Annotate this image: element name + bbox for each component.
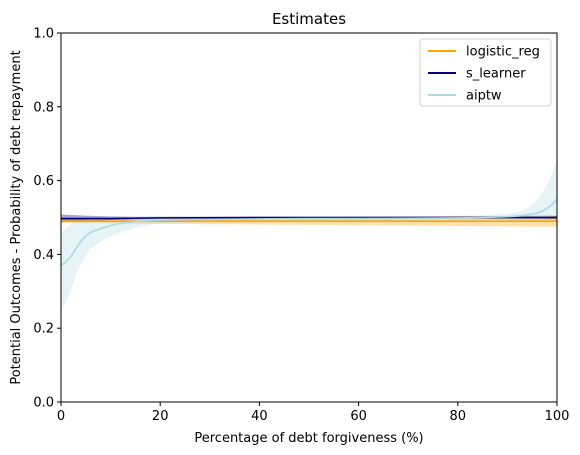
y-tick-label: 0.2 [33, 322, 54, 337]
confidence-bands [61, 158, 557, 310]
series-lines [60, 198, 558, 267]
x-axis-label: Percentage of debt forgiveness (%) [194, 431, 423, 446]
line-aiptw [60, 198, 558, 267]
y-tick-label: 0.0 [33, 396, 54, 411]
legend-label-s_learner: s_learner [466, 67, 526, 82]
y-axis-ticks: 0.0 0.2 0.4 0.6 0.8 1.0 [33, 27, 61, 411]
x-tick-label: 0 [57, 409, 65, 424]
legend-label-aiptw: aiptw [466, 89, 502, 104]
y-axis-label: Potential Outcomes - Probability of debt… [9, 50, 24, 384]
plot-frame [60, 32, 558, 403]
x-tick-label: 80 [450, 409, 467, 424]
y-tick-label: 1.0 [33, 27, 54, 42]
legend-box [419, 38, 552, 107]
chart-title: Estimates [272, 10, 346, 28]
x-tick-label: 20 [152, 409, 169, 424]
x-tick-label: 100 [545, 409, 570, 424]
band-aiptw [61, 158, 557, 310]
y-tick-label: 0.6 [33, 174, 54, 189]
x-tick-label: 40 [251, 409, 268, 424]
x-axis-ticks: 0 20 40 60 80 100 [57, 402, 570, 424]
legend-label-logistic_reg: logistic_reg [466, 45, 540, 60]
y-tick-label: 0.4 [33, 248, 54, 263]
y-tick-label: 0.8 [33, 100, 54, 115]
x-tick-label: 60 [350, 409, 367, 424]
